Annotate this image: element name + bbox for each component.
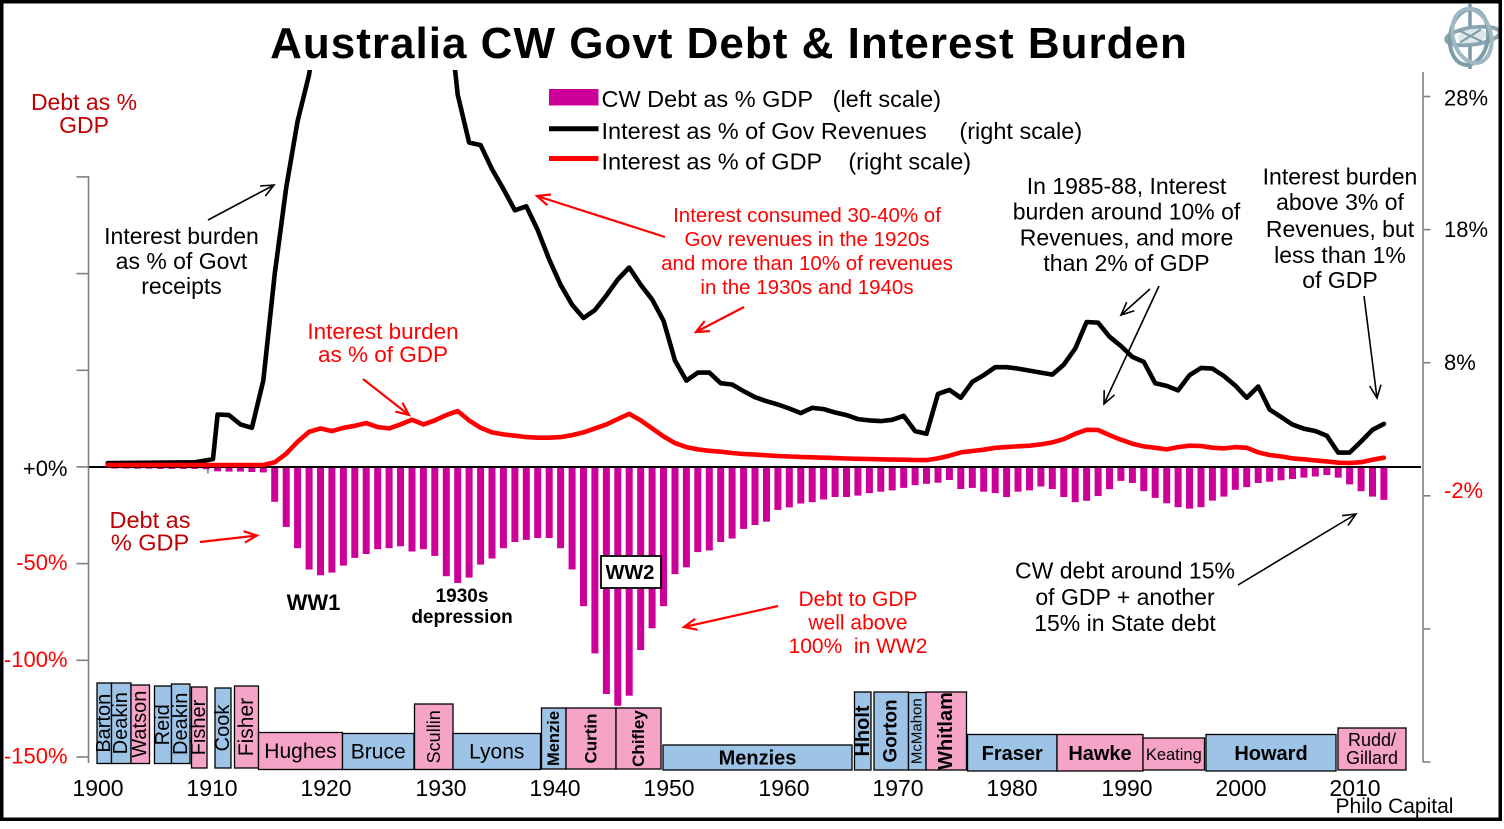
svg-text:Hughes: Hughes [264, 740, 336, 763]
svg-text:WW2: WW2 [606, 562, 655, 584]
svg-text:Revenues, and more: Revenues, and more [1020, 225, 1234, 251]
svg-text:Debt as: Debt as [110, 507, 191, 533]
svg-text:burden around 10% of: burden around 10% of [1013, 199, 1241, 225]
svg-text:Philo Capital: Philo Capital [1336, 795, 1454, 818]
svg-text:Deakin: Deakin [170, 693, 192, 755]
svg-text:-2%: -2% [1444, 478, 1483, 503]
svg-text:CW debt around 15%: CW debt around 15% [1015, 558, 1235, 584]
svg-text:-50%: -50% [16, 550, 67, 575]
svg-text:Watson: Watson [129, 691, 151, 758]
svg-text:15% in State debt: 15% in State debt [1034, 610, 1216, 636]
svg-text:18%: 18% [1444, 217, 1488, 242]
svg-text:1990: 1990 [1101, 775, 1152, 801]
svg-text:Hholt: Hholt [852, 705, 874, 756]
svg-text:1930: 1930 [415, 775, 466, 801]
svg-text:-150%: -150% [4, 744, 68, 769]
svg-text:Gov revenues in the 1920s: Gov revenues in the 1920s [684, 228, 929, 251]
svg-text:GDP: GDP [59, 112, 109, 138]
svg-text:as % of Govt: as % of Govt [116, 248, 248, 274]
svg-text:Rudd/: Rudd/ [1348, 730, 1396, 750]
svg-text:Fisher: Fisher [235, 698, 258, 756]
svg-text:1910: 1910 [186, 775, 237, 801]
svg-text:Menzies: Menzies [719, 748, 797, 770]
svg-text:CW Debt as % GDP (left scale: CW Debt as % GDP (left scale) [602, 86, 942, 112]
svg-text:1980: 1980 [986, 775, 1037, 801]
svg-text:Deakin: Deakin [110, 692, 132, 754]
svg-text:WW1: WW1 [287, 590, 341, 615]
svg-text:Australia CW Govt Debt & Inter: Australia CW Govt Debt & Interest Burden [270, 19, 1188, 68]
svg-text:Hawke: Hawke [1068, 743, 1131, 765]
svg-text:less than 1%: less than 1% [1274, 242, 1406, 268]
svg-text:as % of GDP: as % of GDP [318, 342, 448, 367]
svg-text:Fisher: Fisher [188, 699, 210, 755]
svg-text:well above: well above [807, 612, 907, 635]
svg-text:1900: 1900 [72, 775, 123, 801]
svg-text:1940: 1940 [529, 775, 580, 801]
svg-text:8%: 8% [1444, 350, 1476, 375]
svg-text:Fraser: Fraser [982, 743, 1043, 765]
svg-text:Reid: Reid [152, 704, 174, 745]
svg-text:2010: 2010 [1329, 775, 1380, 801]
svg-text:Interest burden: Interest burden [104, 223, 259, 249]
svg-text:in the 1930s and 1940s: in the 1930s and 1940s [700, 276, 913, 299]
svg-text:and more than 10% of revenues: and more than 10% of revenues [661, 252, 953, 275]
svg-text:than 2% of GDP: than 2% of GDP [1043, 250, 1209, 276]
svg-text:1960: 1960 [758, 775, 809, 801]
svg-text:1950: 1950 [643, 775, 694, 801]
svg-text:Interest as % of GDP (right: Interest as % of GDP (right scale) [602, 148, 972, 174]
svg-text:% GDP: % GDP [111, 530, 189, 556]
svg-text:Gillard: Gillard [1346, 748, 1398, 768]
svg-text:Menzie: Menzie [545, 711, 563, 766]
svg-text:Bruce: Bruce [351, 741, 406, 764]
svg-text:Lyons: Lyons [469, 741, 524, 764]
svg-text:Scullin: Scullin [424, 710, 444, 763]
svg-text:Revenues, but: Revenues, but [1266, 216, 1415, 242]
svg-text:Interest burden: Interest burden [307, 319, 458, 344]
svg-text:Gorton: Gorton [881, 699, 902, 762]
svg-text:28%: 28% [1444, 86, 1488, 111]
svg-text:Chifley: Chifley [629, 710, 648, 767]
svg-text:of GDP + another: of GDP + another [1035, 584, 1215, 610]
svg-text:Barton: Barton [93, 694, 115, 753]
svg-text:Interest burden: Interest burden [1263, 164, 1418, 190]
svg-text:2000: 2000 [1215, 775, 1266, 801]
svg-text:In 1985-88, Interest: In 1985-88, Interest [1027, 173, 1227, 199]
svg-text:McMahon: McMahon [909, 698, 926, 764]
svg-text:Howard: Howard [1234, 743, 1307, 765]
svg-text:1920: 1920 [300, 775, 351, 801]
svg-text:Debt to GDP: Debt to GDP [798, 588, 917, 611]
svg-text:-100%: -100% [4, 647, 68, 672]
svg-text:receipts: receipts [141, 273, 222, 299]
svg-text:Debt as %: Debt as % [31, 89, 137, 115]
svg-text:Whitlam: Whitlam [935, 692, 957, 770]
svg-text:Cook: Cook [212, 704, 234, 752]
svg-text:Curtin: Curtin [582, 713, 601, 763]
svg-text:Interest consumed 30-40% of: Interest consumed 30-40% of [673, 204, 941, 227]
svg-text:of GDP: of GDP [1302, 267, 1377, 293]
svg-text:100% in WW2: 100% in WW2 [789, 635, 928, 658]
svg-text:1930s: 1930s [436, 586, 489, 607]
svg-text:1970: 1970 [872, 775, 923, 801]
svg-text:Interest as % of Gov Revenues: Interest as % of Gov Revenues (right sca… [602, 118, 1083, 144]
svg-text:above 3% of: above 3% of [1276, 189, 1404, 215]
svg-text:depression: depression [411, 607, 512, 628]
svg-text:+0%: +0% [23, 456, 68, 481]
svg-text:Keating: Keating [1146, 746, 1202, 764]
